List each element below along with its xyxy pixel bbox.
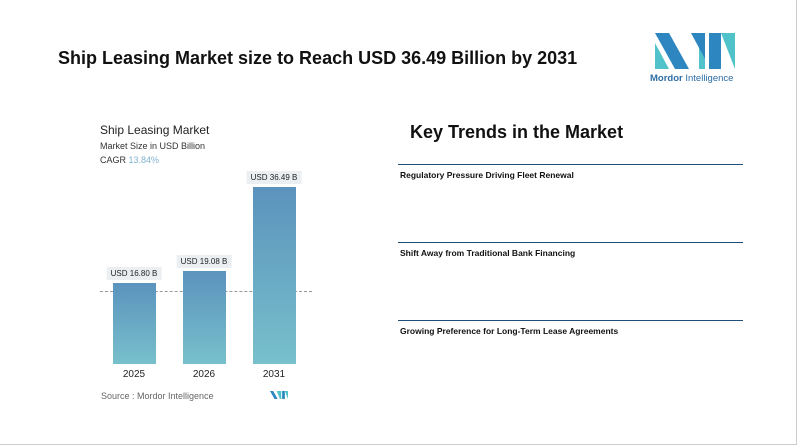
x-tick-label: 2031 [262, 369, 286, 380]
page-title: Ship Leasing Market size to Reach USD 36… [58, 48, 578, 68]
x-tick-label: 2025 [122, 369, 146, 380]
bar-2025 [113, 282, 156, 364]
trends-title: Key Trends in the Market [410, 122, 624, 142]
divider [398, 164, 743, 165]
cagr: CAGR 13.84% [100, 155, 160, 165]
mordor-logo-icon [655, 33, 735, 69]
data-label: USD 16.80 B [106, 266, 162, 280]
logo-text: Mordor Intelligence [650, 73, 734, 84]
x-tick-label: 2026 [192, 369, 216, 380]
divider [398, 320, 743, 321]
chart-title: Ship Leasing Market [100, 123, 210, 137]
bar-2026 [183, 271, 226, 364]
divider [398, 242, 743, 243]
chart-subtitle: Market Size in USD Billion [100, 141, 206, 151]
data-label: USD 36.49 B [246, 171, 302, 184]
data-label: USD 19.08 B [176, 255, 232, 269]
source-logo-icon [270, 390, 288, 400]
trend-item: Shift Away from Traditional Bank Financi… [400, 248, 576, 258]
bar-2031 [253, 187, 296, 364]
trend-item: Growing Preference for Long-Term Lease A… [400, 326, 619, 336]
trend-item: Regulatory Pressure Driving Fleet Renewa… [400, 170, 574, 180]
chart-source: Source : Mordor Intelligence [101, 391, 214, 401]
